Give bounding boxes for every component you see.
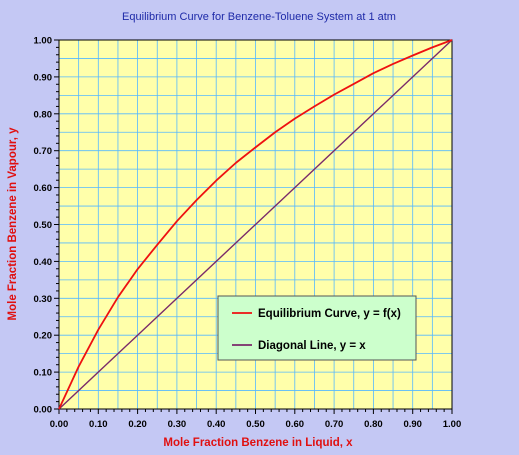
y-tick-label: 0.90 [34,72,53,83]
x-tick-labels: 0.00 0.10 0.20 0.30 0.40 0.50 0.60 0.70 0.80 0.90… [50,419,462,430]
series-line-diagonal [58,39,453,410]
x-tick-label: 0.80 [364,419,383,430]
x-tick-label: 0.30 [168,419,187,430]
legend-label: Equilibrium Curve, y = f(x) [258,308,401,320]
x-tick-label: 0.10 [89,419,108,430]
legend-box [217,295,417,361]
y-tick-label: 0.80 [34,109,53,120]
y-tick-label: 0.30 [34,294,53,305]
y-tick-label: 0.50 [34,220,53,231]
axes [54,39,453,414]
y-tick-label: 0.70 [34,146,53,157]
series-layer [58,39,453,410]
y-tick-label: 0.40 [34,257,53,268]
x-tick-label: 0.60 [286,419,305,430]
y-tick-label: 0.10 [34,368,53,379]
legend-label: Diagonal Line, y = x [258,340,366,352]
x-tick-label: 1.00 [443,419,462,430]
x-axis-label: Mole Fraction Benzene in Liquid, x [163,437,353,449]
x-tick-label: 0.70 [325,419,344,430]
legend: Equilibrium Curve, y = f(x) Diagonal Line… [217,295,417,361]
x-tick-label: 0.90 [403,419,422,430]
y-axis-label: Mole Fraction Benzene in Vapour, y [7,127,19,321]
x-tick-label: 0.20 [128,419,147,430]
series-line-equilibrium [58,39,453,410]
x-tick-label: 0.40 [207,419,226,430]
y-tick-label: 0.20 [34,331,53,342]
y-tick-label: 0.00 [34,405,53,416]
y-tick-label: 1.00 [34,36,53,47]
chart-title: Equilibrium Curve for Benzene-Toluene Sy… [122,11,396,23]
y-tick-labels: 0.00 0.10 0.20 0.30 0.40 0.50 0.60 0.70 0.80 0.90… [34,36,53,416]
x-tick-label: 0.50 [246,419,265,430]
x-tick-label: 0.00 [50,419,69,430]
y-tick-label: 0.60 [34,183,53,194]
